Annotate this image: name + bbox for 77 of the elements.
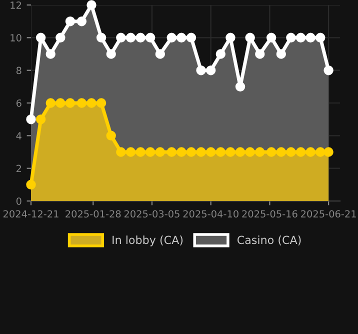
point xyxy=(316,147,326,157)
point xyxy=(176,32,186,43)
point xyxy=(155,49,166,59)
y-tick-label: 0 xyxy=(16,197,22,205)
point xyxy=(186,32,196,43)
point xyxy=(76,98,87,108)
point xyxy=(116,32,126,43)
point xyxy=(145,32,156,43)
point xyxy=(296,32,306,43)
point xyxy=(226,32,236,43)
y-tick-label: 4 xyxy=(16,132,22,140)
point xyxy=(36,32,46,43)
point xyxy=(324,65,334,76)
point xyxy=(96,32,106,43)
point xyxy=(86,98,96,108)
y-tick-label: 10 xyxy=(10,34,22,42)
point xyxy=(255,147,265,157)
point xyxy=(116,147,126,157)
point xyxy=(216,147,226,157)
point xyxy=(136,147,146,157)
point xyxy=(216,49,226,59)
point xyxy=(126,32,136,43)
x-tick-label: 2025-01-28 xyxy=(66,210,121,218)
x-tick-label: 2025-03-05 xyxy=(124,210,180,218)
point xyxy=(26,114,36,124)
point xyxy=(26,180,36,190)
point xyxy=(56,98,66,108)
legend-label: In lobby (CA) xyxy=(112,236,183,246)
x-tick-label: 2025-05-16 xyxy=(242,210,298,218)
point xyxy=(176,147,186,157)
point xyxy=(206,65,216,76)
legend-label: Casino (CA) xyxy=(237,236,301,246)
point xyxy=(65,98,76,108)
point xyxy=(306,32,316,43)
point xyxy=(206,147,216,157)
point xyxy=(106,130,116,141)
y-tick-label: 8 xyxy=(16,66,22,74)
point xyxy=(126,147,136,157)
x-tick-label: 2024-12-21 xyxy=(3,210,58,218)
point xyxy=(46,98,56,108)
point xyxy=(86,0,96,10)
point xyxy=(255,49,265,59)
point xyxy=(306,147,316,157)
point xyxy=(235,82,246,92)
point xyxy=(56,32,66,43)
point xyxy=(76,16,87,26)
x-tick-label: 2025-04-10 xyxy=(183,210,238,218)
y-tick-label: 2 xyxy=(16,164,21,172)
point xyxy=(266,147,276,157)
point xyxy=(276,147,286,157)
x-tick-label: 2025-06-21 xyxy=(301,210,356,218)
point xyxy=(96,98,106,108)
point xyxy=(296,147,306,157)
point xyxy=(166,32,176,43)
point xyxy=(106,49,116,59)
point xyxy=(196,65,206,76)
y-tick-label: 6 xyxy=(16,99,22,107)
point xyxy=(245,32,255,43)
point xyxy=(226,147,236,157)
point xyxy=(145,147,156,157)
point xyxy=(276,49,286,59)
point xyxy=(155,147,166,157)
point xyxy=(286,147,296,157)
point xyxy=(316,32,326,43)
point xyxy=(235,147,246,157)
point xyxy=(266,32,276,43)
point xyxy=(245,147,255,157)
y-tick-label: 12 xyxy=(10,1,21,9)
point xyxy=(286,32,296,43)
point xyxy=(36,114,46,124)
point xyxy=(136,32,146,43)
point xyxy=(324,147,334,157)
point xyxy=(46,49,56,59)
point xyxy=(65,16,76,26)
point xyxy=(186,147,196,157)
point xyxy=(196,147,206,157)
point xyxy=(166,147,176,157)
